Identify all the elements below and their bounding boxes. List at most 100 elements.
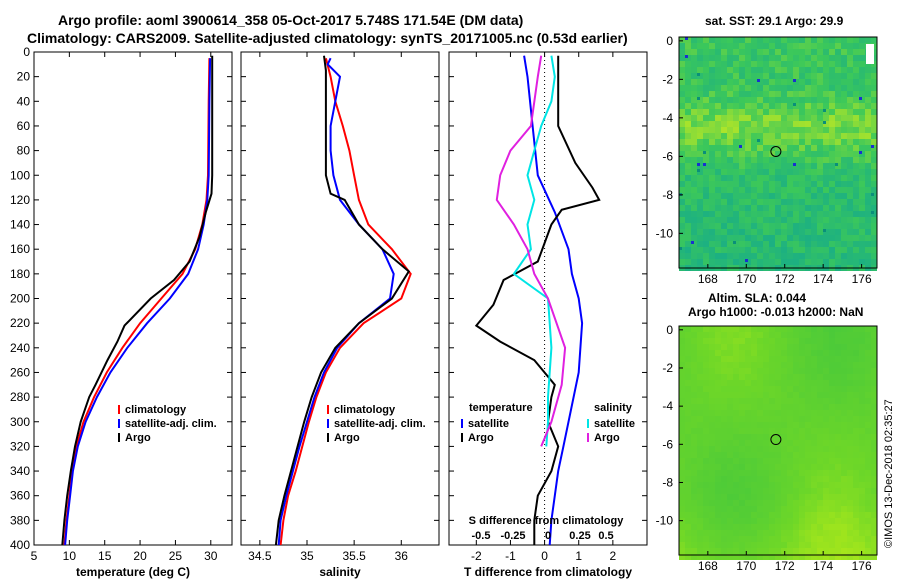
map-cell: [763, 247, 769, 253]
map-cell: [733, 235, 739, 241]
map-cell: [727, 428, 733, 434]
map-cell: [823, 440, 829, 446]
map-cell: [823, 49, 829, 55]
map-cell: [823, 127, 829, 133]
map-cell: [853, 338, 859, 344]
map-cell: [721, 332, 727, 338]
map-cell: [853, 518, 859, 524]
map-cell: [799, 61, 805, 67]
map-cell: [799, 386, 805, 392]
map-cell: [769, 392, 775, 398]
map-cell: [739, 157, 745, 163]
map-cell: [805, 482, 811, 488]
map-cell: [823, 476, 829, 482]
map-cell: [823, 79, 829, 85]
map-cell: [829, 115, 835, 121]
map-cell: [859, 253, 865, 259]
map-cell: [745, 157, 751, 163]
map-cell: [781, 229, 787, 235]
map-cell: [805, 458, 811, 464]
map-cell: [727, 49, 733, 55]
x-tick-label: 20: [133, 549, 147, 563]
map-cell: [703, 223, 709, 229]
map-cell: [745, 428, 751, 434]
map-cell: [679, 500, 685, 506]
y-tick-label: -8: [662, 188, 673, 202]
map-cell: [787, 103, 793, 109]
y-tick-label: 40: [17, 94, 31, 108]
map-cell: [715, 103, 721, 109]
map-cell: [715, 536, 721, 542]
map-cell: [847, 61, 853, 67]
map-cell: [787, 217, 793, 223]
y-tick-label: 140: [10, 218, 30, 232]
map-cell: [775, 241, 781, 247]
map-cell: [757, 187, 763, 193]
map-speck: [793, 103, 796, 106]
map-cell: [823, 157, 829, 163]
map-cell: [835, 85, 841, 91]
map-cell: [775, 61, 781, 67]
map-cell: [811, 73, 817, 79]
map-cell: [685, 464, 691, 470]
map-cell: [721, 392, 727, 398]
x2-tick-label: 0: [545, 530, 551, 542]
map-cell: [703, 37, 709, 43]
map-cell: [715, 368, 721, 374]
map-cell: [769, 476, 775, 482]
map-cell: [853, 350, 859, 356]
map-cell: [739, 410, 745, 416]
map-cell: [835, 518, 841, 524]
map-cell: [811, 434, 817, 440]
map-cell: [829, 145, 835, 151]
map-cell: [751, 422, 757, 428]
map-cell: [733, 488, 739, 494]
map-cell: [685, 380, 691, 386]
map-cell: [679, 199, 685, 205]
map-cell: [817, 368, 823, 374]
map-cell: [853, 133, 859, 139]
map-cell: [865, 524, 871, 530]
map-cell: [751, 133, 757, 139]
map-cell: [793, 536, 799, 542]
map-cell: [817, 452, 823, 458]
map-cell: [739, 55, 745, 61]
map-cell: [697, 326, 703, 332]
map-cell: [697, 518, 703, 524]
map-cell: [763, 85, 769, 91]
map-cell: [709, 362, 715, 368]
map-cell: [739, 338, 745, 344]
y-tick-label: 0: [666, 323, 673, 337]
map-cell: [817, 434, 823, 440]
map-cell: [745, 235, 751, 241]
map-cell: [703, 139, 709, 145]
map-cell: [685, 169, 691, 175]
map-cell: [745, 229, 751, 235]
map-cell: [829, 422, 835, 428]
map-cell: [775, 85, 781, 91]
map-cell: [799, 199, 805, 205]
map-cell: [817, 350, 823, 356]
map-cell: [865, 241, 871, 247]
map-cell: [817, 440, 823, 446]
map-cell: [847, 350, 853, 356]
map-cell: [775, 386, 781, 392]
map-cell: [799, 428, 805, 434]
map-cell: [793, 259, 799, 265]
map-cell: [847, 121, 853, 127]
map-cell: [709, 97, 715, 103]
map-cell: [799, 85, 805, 91]
map-cell: [805, 235, 811, 241]
map-cell: [805, 151, 811, 157]
map-cell: [751, 368, 757, 374]
map-cell: [691, 410, 697, 416]
map-cell: [679, 151, 685, 157]
map-cell: [685, 211, 691, 217]
map-cell: [835, 181, 841, 187]
map-cell: [679, 235, 685, 241]
map-cell: [733, 85, 739, 91]
map-cell: [691, 392, 697, 398]
map-cell: [739, 446, 745, 452]
map-cell: [859, 229, 865, 235]
map-cell: [823, 247, 829, 253]
